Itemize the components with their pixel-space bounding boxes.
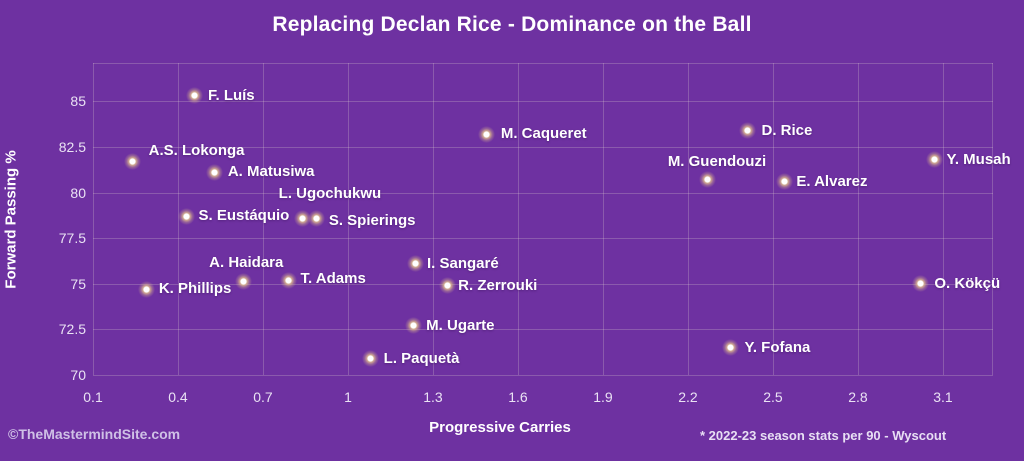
plot-top-border — [93, 63, 993, 64]
data-point-marker — [206, 163, 224, 181]
y-grid-line — [93, 192, 993, 194]
x-tick-label: 0.7 — [253, 389, 273, 405]
y-grid-line — [93, 329, 993, 331]
y-axis-title: Forward Passing % — [2, 150, 20, 289]
x-grid-line — [262, 63, 264, 375]
data-point-label: S. Spierings — [328, 212, 416, 230]
data-point-label: R. Zerrouki — [458, 276, 538, 294]
data-point-marker — [438, 277, 456, 295]
x-tick-label: 2.2 — [678, 389, 698, 405]
data-point-marker — [478, 125, 496, 143]
watermark-text: ©TheMastermindSite.com — [8, 426, 181, 442]
x-tick-label: 1.6 — [508, 389, 528, 405]
data-point-marker — [721, 339, 739, 357]
x-tick-label: 1 — [344, 389, 352, 405]
y-tick-label: 72.5 — [58, 321, 86, 338]
source-note: * 2022-23 season stats per 90 - Wyscout — [700, 428, 947, 443]
data-point-label: F. Luís — [207, 86, 255, 104]
data-point-label: S. Eustáquio — [198, 207, 290, 225]
data-point-marker — [294, 209, 312, 227]
data-point-marker — [407, 255, 425, 273]
data-point-marker — [738, 122, 756, 139]
x-tick-label: 0.4 — [168, 389, 188, 405]
chart-title: Replacing Declan Rice - Dominance on the… — [272, 13, 752, 36]
y-grid-line — [93, 283, 993, 285]
x-grid-line — [942, 63, 944, 375]
data-point-label: E. Alvarez — [796, 172, 868, 190]
data-point-label: Y. Musah — [946, 150, 1011, 168]
x-tick-label: 2.5 — [763, 389, 783, 405]
data-point-marker — [234, 273, 252, 291]
y-tick-label: 77.5 — [58, 230, 86, 247]
data-point-marker — [186, 87, 204, 105]
data-point-marker — [308, 209, 326, 227]
y-tick-label: 70 — [70, 367, 86, 383]
x-grid-line — [517, 63, 519, 375]
x-tick-label: 3.1 — [933, 389, 953, 405]
y-grid-line — [93, 238, 993, 240]
data-point-label: L. Paquetà — [383, 349, 460, 367]
y-tick-label: 75 — [70, 275, 86, 292]
y-grid-line — [93, 101, 993, 103]
x-tick-label: 1.9 — [593, 389, 613, 405]
data-point-label: A. Haidara — [209, 253, 284, 271]
x-grid-line — [772, 63, 774, 375]
x-grid-line — [432, 63, 434, 375]
data-point-marker — [362, 350, 380, 368]
x-axis-title: Progressive Carries — [429, 419, 571, 436]
y-tick-label: 85 — [70, 93, 86, 110]
data-point-marker — [404, 317, 422, 335]
data-point-label: M. Ugarte — [426, 316, 495, 334]
data-point-label: A.S. Lokonga — [148, 141, 245, 159]
data-point-label: I. Sangaré — [426, 254, 499, 272]
data-point-marker — [138, 280, 156, 298]
x-tick-label: 0.1 — [83, 389, 103, 405]
data-point-marker — [699, 171, 717, 189]
data-point-marker — [925, 151, 943, 169]
y-grid-line — [93, 146, 993, 148]
data-point-label: A. Matusiwa — [227, 163, 315, 181]
y-tick-label: 82.5 — [58, 138, 86, 155]
data-point-label: M. Caqueret — [500, 125, 587, 143]
x-grid-line — [687, 63, 689, 375]
y-tick-label: 80 — [70, 184, 86, 201]
data-point-marker — [177, 207, 195, 225]
data-point-marker — [124, 153, 142, 171]
data-point-label: L. Ugochukwu — [278, 185, 382, 203]
y-grid-line — [93, 375, 993, 376]
data-point-label: O. Kökçü — [934, 274, 1001, 292]
data-point-label: K. Phillips — [158, 280, 232, 298]
data-point-label: D. Rice — [761, 121, 813, 139]
x-tick-label: 1.3 — [423, 389, 443, 405]
data-point-label: T. Adams — [300, 270, 366, 288]
data-point-label: Y. Fofana — [744, 338, 811, 356]
plot-right-border — [992, 63, 993, 375]
data-point-marker — [911, 275, 929, 293]
data-point-marker — [775, 173, 793, 191]
x-grid-line — [857, 63, 859, 375]
x-tick-label: 2.8 — [848, 389, 868, 405]
x-grid-line — [347, 63, 349, 375]
data-point-label: M. Guendouzi — [667, 152, 767, 170]
data-point-marker — [279, 271, 297, 289]
x-grid-line — [602, 63, 604, 375]
x-grid-line — [93, 63, 94, 375]
plot-area: F. Luís A.S. Lokonga A. Matusiwa S. Eustáqu… — [93, 63, 1011, 376]
